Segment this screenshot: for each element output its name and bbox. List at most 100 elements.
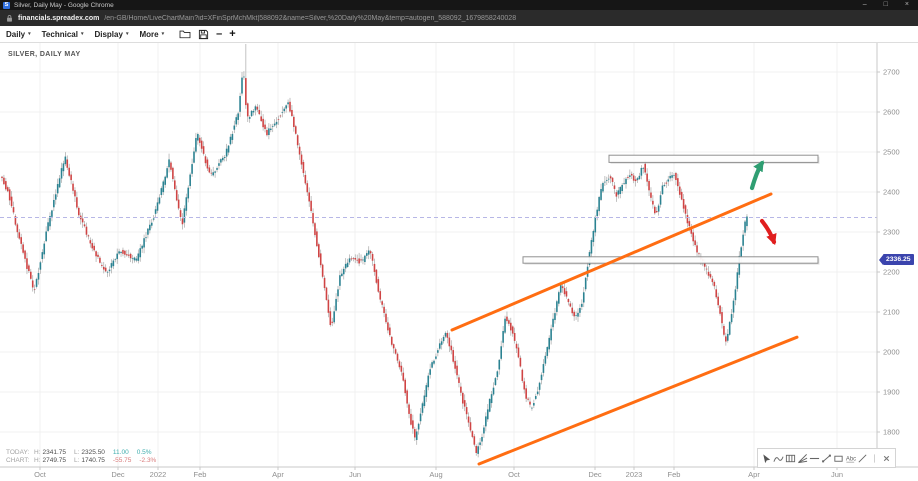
menu-display[interactable]: Display ▾ [94,30,128,39]
chart-low-value: 1740.75 [81,457,105,464]
open-chart-button[interactable] [179,29,191,39]
url-bar[interactable]: financials.spreadex.com /en-GB/Home/Live… [0,10,918,26]
menu-daily-label: Daily [6,29,26,39]
price-chart[interactable]: 2700 2600 2500 2400 2300 2200 2100 2000 1900 1800… [0,43,918,481]
up-arrow[interactable] [749,160,765,191]
tool-fan-lines-button[interactable] [797,452,808,465]
chart-high-label: H: [34,457,41,464]
save-icon [199,29,209,39]
x-axis-label: Feb [194,470,207,479]
svg-text:Abc: Abc [846,456,856,462]
chevron-down-icon: ▾ [28,31,31,37]
chart-change-pct: -2.3% [139,457,157,464]
curve-icon [773,455,784,462]
x-axis-label: Oct [508,470,521,479]
text-icon: Abc [846,456,856,463]
down-arrow[interactable] [759,218,777,246]
x-axis-labels: Oct Dec 2022 Feb Apr Jun Aug Oct Dec 2023 Feb Apr Ju… [34,467,843,479]
today-high-label: H: [34,449,41,456]
y-axis-label: 1800 [883,428,900,437]
tool-curve-button[interactable] [773,452,784,465]
menu-more-label: More [139,29,159,39]
menu-technical[interactable]: Technical ▾ [42,30,84,39]
chart-range-label: CHART: [6,457,30,464]
price-stats: TODAY: H: 2341.75 L: 2325.50 11.00 0.5% … [6,449,164,465]
minimize-button[interactable]: – [862,1,867,8]
site-favicon: S [3,1,10,9]
fan-lines-icon [798,453,808,463]
url-path: /en-GB/Home/LiveChartMain?id=XFinSprMchM… [104,14,517,22]
menu-daily[interactable]: Daily ▾ [6,30,31,39]
y-axis-label: 2400 [883,188,900,197]
x-axis-label: Dec [588,470,602,479]
window-titlebar: S Silver, Daily May - Google Chrome – □ … [0,0,918,10]
trend-channel-line[interactable] [477,335,799,466]
chart-title: SILVER, DAILY MAY [8,51,81,58]
x-axis-label: Jun [831,470,843,479]
tool-rectangle-button[interactable] [833,452,844,465]
menu-more[interactable]: More ▾ [139,30,164,39]
chart-stats-row: CHART: H: 2749.75 L: 1740.75 -55.75 -2.3… [6,457,164,465]
folder-open-icon [179,30,191,39]
window-title: Silver, Daily May - Google Chrome [14,1,114,9]
zoom-out-button[interactable]: – [216,29,222,40]
plus-icon: + [229,28,236,40]
chevron-down-icon: ▾ [161,31,165,37]
gridlines [0,43,877,467]
resistance-zone[interactable] [522,256,819,264]
menu-display-label: Display [94,29,123,39]
trend-segment-icon [822,454,831,462]
y-axis-label: 2500 [883,148,900,157]
chart-menubar: Daily ▾ Technical ▾ Display ▾ More ▾ [0,26,918,43]
x-axis-label: Feb [668,470,681,479]
chart-area[interactable]: 2700 2600 2500 2400 2300 2200 2100 2000 1900 1800… [0,43,918,481]
tool-close-button[interactable] [881,452,892,465]
y-axis-label: 2200 [883,268,900,277]
y-axis-label: 2100 [883,308,900,317]
y-axis-label: 1900 [883,388,900,397]
y-axis-labels: 2700 2600 2500 2400 2300 2200 2100 2000 1900 1800 [877,68,900,437]
x-axis-label: 2023 [626,470,643,479]
y-axis-label: 2000 [883,348,900,357]
x-axis-label: Apr [748,470,760,479]
today-change: 11.00 [112,449,129,456]
trend-channel-line[interactable] [450,192,773,332]
x-axis-label: 2022 [150,470,167,479]
chevron-down-icon: ▾ [80,31,84,37]
zoom-in-button[interactable]: + [229,28,236,40]
today-change-pct: 0.5% [136,449,152,456]
y-axis-label: 2600 [883,108,900,117]
tool-grid-button[interactable] [785,452,796,465]
y-axis-label: 2300 [883,228,900,237]
y-axis-label: 2700 [883,68,900,77]
close-button[interactable]: × [904,1,909,8]
cursor-icon [763,453,771,463]
separator-icon [874,453,875,463]
tool-trend-segment-button[interactable] [821,452,832,465]
horizontal-line-icon [809,457,820,459]
grid-icon [785,454,796,462]
chevron-down-icon: ▾ [125,31,129,37]
save-chart-button[interactable] [198,29,209,40]
toolbar-separator [869,452,880,465]
chart-low-label: L: [74,457,80,464]
maximize-button[interactable]: □ [883,1,888,8]
today-stats-row: TODAY: H: 2341.75 L: 2325.50 11.00 0.5% [6,449,164,457]
last-price-badge: 2336.25 [883,254,914,265]
today-low-label: L: [74,449,80,456]
url-domain: financials.spreadex.com [18,14,100,22]
x-axis-label: Apr [272,470,284,479]
tool-text-button[interactable]: Abc [845,452,856,465]
today-label: TODAY: [6,449,30,456]
x-axis-label: Jun [349,470,361,479]
tool-cursor-button[interactable] [761,452,772,465]
chart-high-value: 2749.75 [42,457,67,464]
today-high-value: 2341.75 [42,449,67,456]
today-low-value: 2325.50 [81,449,105,456]
resistance-zone[interactable] [608,154,819,163]
tool-horizontal-line-button[interactable] [809,452,820,465]
lock-icon [7,14,12,22]
x-axis-label: Aug [429,470,442,479]
tool-diagonal-line-button[interactable] [857,452,868,465]
